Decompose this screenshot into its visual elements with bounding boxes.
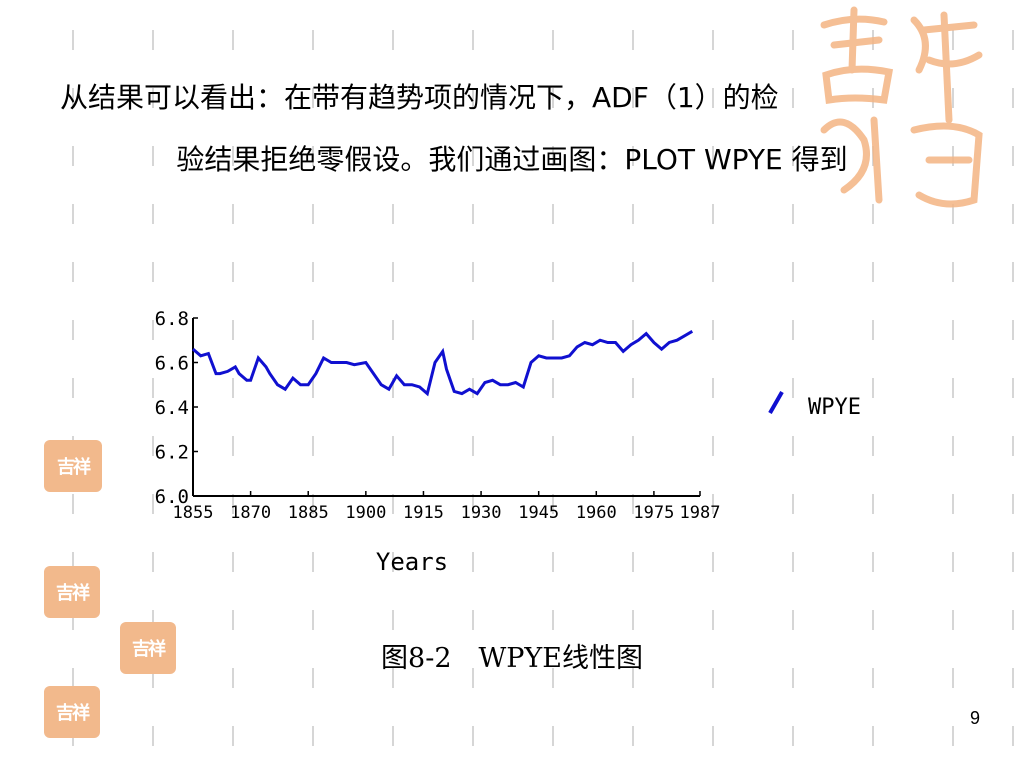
x-tick-label: 1987: [680, 503, 721, 523]
y-axis-ticks: 6.0 6.2 6.4 6.6 6.8: [155, 308, 198, 508]
decor-seal-3: 吉祥: [120, 622, 176, 674]
decor-seal-1: 吉祥: [44, 440, 102, 492]
seal-text: 吉祥: [56, 583, 90, 604]
x-tick-label: 1975: [633, 503, 674, 523]
x-axis-label: Years: [376, 548, 448, 576]
y-tick-label: 6.0: [155, 486, 189, 508]
decor-seal-4: 吉祥: [44, 686, 100, 738]
x-tick-label: 1945: [518, 503, 559, 523]
heading-line-1: 从结果可以看出：在带有趋势项的情况下，ADF（1）的检: [60, 81, 779, 114]
legend-swatch-wpye: [768, 391, 784, 414]
y-tick-label: 6.8: [155, 308, 189, 330]
seal-large-graphic: [820, 6, 983, 208]
decor-seal-2: 吉祥: [44, 566, 100, 618]
legend-label-wpye: WPYE: [808, 395, 861, 420]
y-tick-label: 6.2: [155, 442, 189, 464]
heading-line-2: 验结果拒绝零假设。我们通过画图：PLOT WPYE 得到: [176, 143, 848, 176]
seal-text: 吉祥: [56, 703, 90, 724]
chart-axes: [192, 318, 700, 497]
page-number: 9: [969, 708, 980, 728]
figure-caption: 图8-2 WPYE线性图: [381, 643, 643, 674]
y-tick-label: 6.4: [155, 397, 189, 419]
y-tick-label: 6.6: [155, 353, 189, 375]
series-line-wpye: [192, 330, 694, 397]
x-tick-label: 1870: [230, 503, 271, 523]
x-axis-ticks: 1855 1870 1885 1900 1915 1930 1945 1960 1975 1987: [173, 491, 721, 523]
seal-text: 吉祥: [132, 639, 166, 660]
x-tick-label: 1915: [403, 503, 444, 523]
x-tick-label: 1930: [461, 503, 502, 523]
x-tick-label: 1960: [576, 503, 617, 523]
chart-legend: WPYE: [768, 391, 861, 420]
x-tick-label: 1900: [345, 503, 386, 523]
x-tick-label: 1855: [173, 503, 214, 523]
watermark-seal-large: [804, 0, 994, 220]
x-tick-label: 1885: [288, 503, 329, 523]
seal-text: 吉祥: [57, 457, 91, 478]
wpye-line-chart: 6.0 6.2 6.4 6.6 6.8 1855 1870 1885 1900 1915 1930…: [155, 308, 861, 576]
